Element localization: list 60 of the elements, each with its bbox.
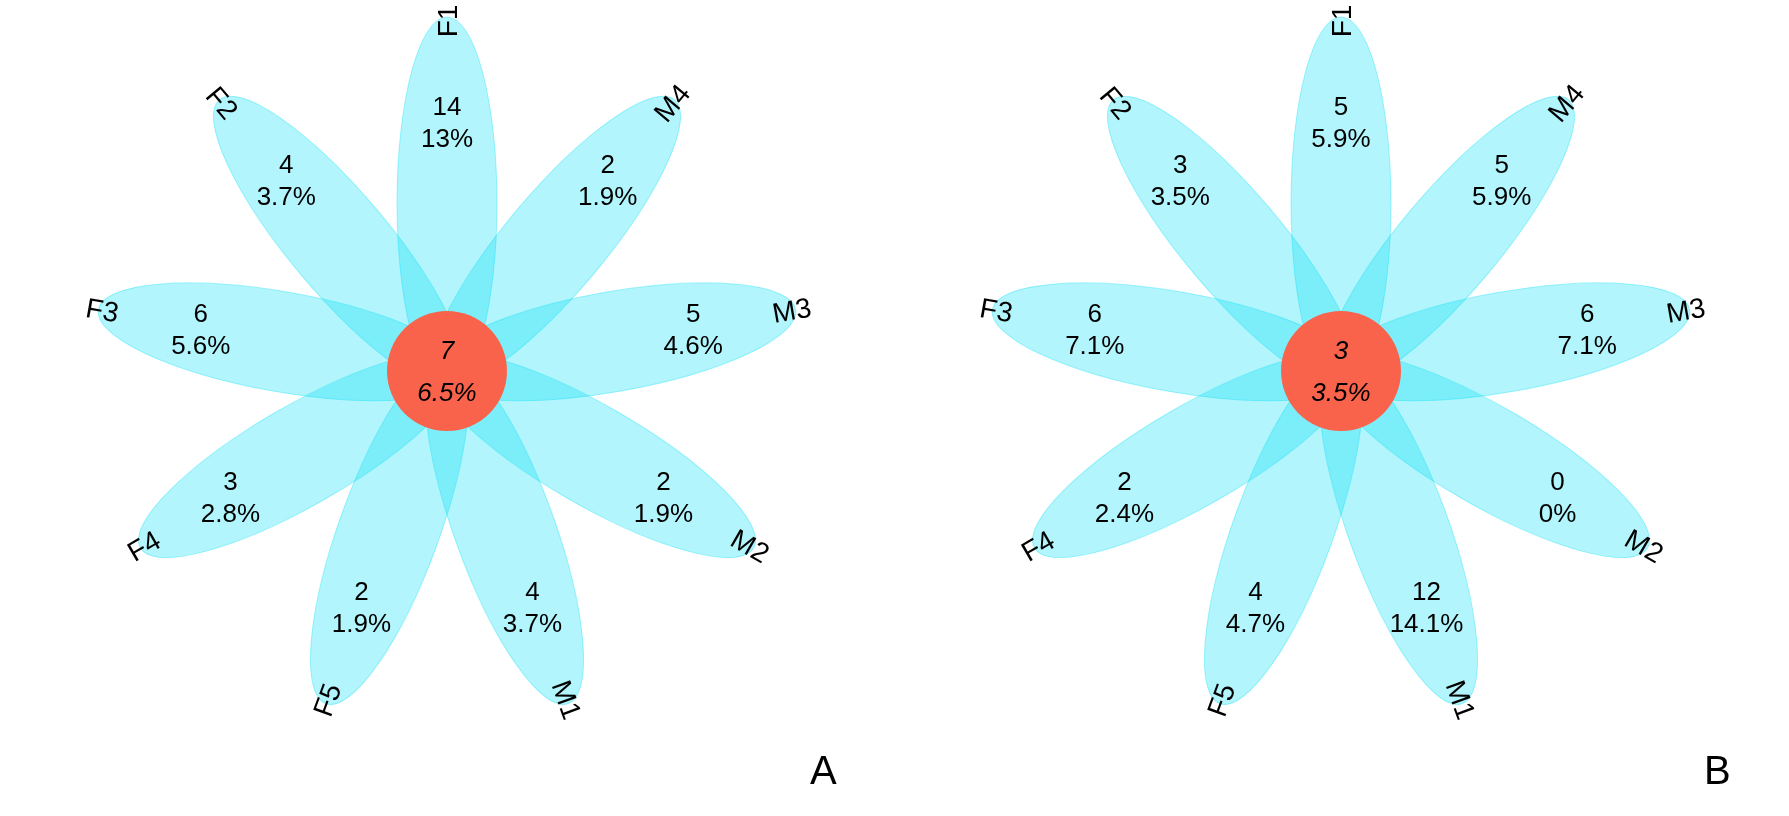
text: 7 — [439, 335, 456, 365]
category-label: F4 — [1015, 524, 1060, 568]
data-label: 5 — [1333, 91, 1349, 121]
category-label: F1 — [1325, 4, 1357, 38]
text: 3 — [1333, 335, 1349, 365]
data-label: 5.9% — [1472, 181, 1532, 212]
text: A — [810, 748, 837, 793]
category-label: M1 — [1439, 676, 1482, 724]
data-label: 4.7% — [1225, 607, 1286, 638]
text: B — [1704, 748, 1731, 793]
data-label: 5 — [685, 297, 701, 328]
data-label: 4 — [1248, 575, 1263, 606]
data-label: 3 — [223, 466, 238, 496]
data-label: 4 — [279, 149, 294, 180]
category-label: M1 — [545, 676, 588, 724]
data-label: 14 — [432, 91, 462, 121]
data-label: 5.9% — [1311, 123, 1371, 153]
category-label: F1 — [431, 4, 463, 38]
category-label: M3 — [1663, 291, 1708, 329]
data-label: 6 — [193, 297, 209, 328]
data-label: 3 — [1173, 149, 1188, 180]
category-label: M3 — [769, 291, 814, 329]
category-label: F2 — [199, 80, 245, 126]
category-label: M2 — [725, 522, 775, 570]
data-label: 3.7% — [256, 181, 316, 212]
data-label: 2.4% — [1094, 498, 1155, 528]
data-label: 0 — [1550, 466, 1565, 496]
data-label: 6 — [1087, 297, 1103, 328]
data-label: 2.8% — [200, 498, 261, 528]
data-label: 1.9% — [578, 181, 638, 212]
data-label: 4 — [525, 575, 540, 606]
data-label: 3.7% — [502, 607, 563, 638]
data-label: 2 — [1117, 466, 1132, 496]
category-label: F3 — [83, 292, 122, 329]
data-label: 12 — [1412, 575, 1441, 606]
data-label: 13% — [420, 123, 474, 153]
category-label: M4 — [1541, 78, 1591, 128]
category-label: F2 — [1093, 80, 1139, 126]
data-label: 1.9% — [633, 498, 694, 528]
category-label: F5 — [1201, 679, 1242, 721]
data-label: 5.6% — [171, 329, 231, 360]
category-label: M4 — [647, 78, 697, 128]
data-label: 5 — [1494, 149, 1509, 180]
category-label: F3 — [977, 292, 1016, 329]
data-label: 6 — [1579, 297, 1595, 328]
data-label: 7.1% — [1557, 329, 1617, 360]
text: 6.5% — [417, 377, 477, 407]
data-label: 1.9% — [331, 607, 392, 638]
data-label: 14.1% — [1389, 607, 1464, 638]
data-label: 7.1% — [1065, 329, 1125, 360]
text: 3.5% — [1311, 377, 1371, 407]
data-label: 2 — [600, 149, 615, 180]
data-label: 0% — [1538, 498, 1577, 528]
data-label: 3.5% — [1150, 181, 1210, 212]
data-label: 4.6% — [663, 329, 723, 360]
category-label: M2 — [1619, 522, 1669, 570]
category-label: F5 — [307, 679, 348, 721]
data-label: 2 — [656, 466, 671, 496]
data-label: 2 — [354, 575, 369, 606]
category-label: F4 — [121, 524, 166, 568]
